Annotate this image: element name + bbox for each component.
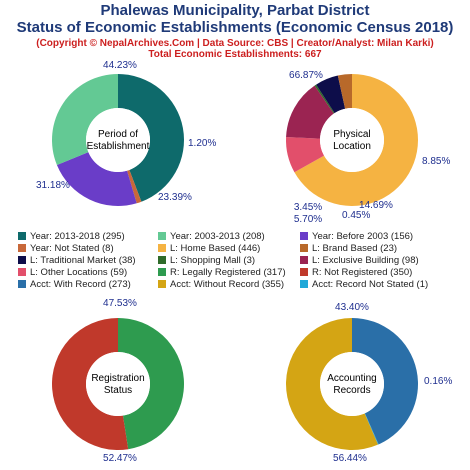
slice-percent-label: 31.18% xyxy=(36,180,70,191)
slice-percent-label: 5.70% xyxy=(294,214,322,225)
legend-label: R: Not Registered (350) xyxy=(312,267,413,278)
legend-label: R: Legally Registered (317) xyxy=(170,267,286,278)
donut-center-label: Physical xyxy=(333,129,370,140)
legend-item: Acct: Record Not Stated (1) xyxy=(300,279,428,290)
legend-label: L: Other Locations (59) xyxy=(30,267,128,278)
donut-slice-2-2 xyxy=(286,137,325,173)
donut-hole xyxy=(86,352,150,416)
slice-percent-label: 0.45% xyxy=(342,210,370,221)
donut-slice-3-2 xyxy=(52,318,129,450)
legend-item: L: Other Locations (59) xyxy=(18,267,127,278)
donut-slice-4-3 xyxy=(285,318,378,450)
legend-label: Year: Not Stated (8) xyxy=(30,243,114,254)
legend-label: Year: Before 2003 (156) xyxy=(312,231,414,242)
donut-center-label: Status xyxy=(104,385,132,396)
chart-title-line1: Phalewas Municipality, Parbat District xyxy=(100,2,370,19)
donut-slice-1-4 xyxy=(51,74,118,166)
slice-percent-label: 3.45% xyxy=(294,202,322,213)
donut-slice-1-2 xyxy=(127,169,142,204)
legend-item: L: Brand Based (23) xyxy=(300,243,397,254)
legend-swatch xyxy=(158,268,166,276)
donut-slice-2-3 xyxy=(286,85,334,139)
legend-item: L: Home Based (446) xyxy=(158,243,260,254)
legend-swatch xyxy=(158,256,166,264)
slice-percent-label: 0.16% xyxy=(424,376,452,387)
legend-swatch xyxy=(18,244,26,252)
slice-percent-label: 1.20% xyxy=(188,138,216,149)
donut-slice-2-5 xyxy=(316,75,346,114)
legend-swatch xyxy=(300,280,308,288)
legend-swatch xyxy=(300,256,308,264)
donut-center-label: Period of xyxy=(98,129,138,140)
legend-item: Acct: Without Record (355) xyxy=(158,279,284,290)
legend-label: L: Shopping Mall (3) xyxy=(170,255,256,266)
slice-percent-label: 8.85% xyxy=(422,156,450,167)
legend-label: L: Brand Based (23) xyxy=(312,243,398,254)
legend-label: Acct: Record Not Stated (1) xyxy=(312,279,429,290)
donut-center-label: Location xyxy=(333,141,371,152)
legend-item: Year: Not Stated (8) xyxy=(18,243,114,254)
legend-item: L: Shopping Mall (3) xyxy=(158,255,255,266)
legend-swatch xyxy=(300,268,308,276)
legend-item: L: Exclusive Building (98) xyxy=(300,255,419,266)
slice-percent-label: 52.47% xyxy=(103,453,137,464)
slice-percent-label: 44.23% xyxy=(103,60,137,71)
legend-swatch xyxy=(158,280,166,288)
legend-label: Acct: Without Record (355) xyxy=(170,279,285,290)
legend-swatch xyxy=(18,280,26,288)
slice-percent-label: 47.53% xyxy=(103,298,137,309)
legend-swatch xyxy=(300,244,308,252)
donut-center-label: Records xyxy=(333,385,370,396)
slice-percent-label: 14.69% xyxy=(359,200,393,211)
donut-slice-2-4 xyxy=(314,84,335,114)
legend-swatch xyxy=(300,232,308,240)
donut-hole xyxy=(320,352,384,416)
legend-item: R: Not Registered (350) xyxy=(300,267,412,278)
donut-center-label: Accounting xyxy=(327,373,376,384)
legend-item: L: Traditional Market (38) xyxy=(18,255,136,266)
chart-title-line2: Status of Economic Establishments (Econo… xyxy=(16,19,454,36)
legend-swatch xyxy=(18,232,26,240)
donut-hole xyxy=(86,108,150,172)
legend-swatch xyxy=(18,268,26,276)
slice-percent-label: 56.44% xyxy=(333,453,367,464)
legend-item: Year: 2013-2018 (295) xyxy=(18,231,125,242)
legend-swatch xyxy=(18,256,26,264)
copyright-credit: (Copyright © NepalArchives.Com | Data So… xyxy=(36,38,434,49)
donut-center-label: Registration xyxy=(91,373,144,384)
legend-item: Year: 2003-2013 (208) xyxy=(158,231,265,242)
donut-slice-3-1 xyxy=(118,318,185,450)
donut-slice-4-2 xyxy=(364,413,379,445)
legend-label: L: Exclusive Building (98) xyxy=(312,255,419,266)
slice-percent-label: 43.40% xyxy=(335,302,369,313)
total-establishments: Total Economic Establishments: 667 xyxy=(148,49,322,60)
donut-slice-1-3 xyxy=(56,152,137,207)
legend-label: L: Traditional Market (38) xyxy=(30,255,136,266)
legend-swatch xyxy=(158,232,166,240)
legend-label: L: Home Based (446) xyxy=(170,243,261,254)
legend-item: Acct: With Record (273) xyxy=(18,279,131,290)
donut-center-label: Establishment xyxy=(87,141,150,152)
legend-label: Acct: With Record (273) xyxy=(30,279,131,290)
donut-hole xyxy=(320,108,384,172)
donut-slice-1-1 xyxy=(118,74,185,202)
slice-percent-label: 23.39% xyxy=(158,192,192,203)
legend-label: Year: 2003-2013 (208) xyxy=(170,231,265,242)
legend-item: R: Legally Registered (317) xyxy=(158,267,286,278)
slice-percent-label: 66.87% xyxy=(289,70,323,81)
legend-item: Year: Before 2003 (156) xyxy=(300,231,413,242)
donut-slice-2-1 xyxy=(294,74,418,206)
legend-label: Year: 2013-2018 (295) xyxy=(30,231,125,242)
donut-slice-4-1 xyxy=(352,318,418,445)
donut-slice-2-6 xyxy=(337,74,352,109)
legend-swatch xyxy=(158,244,166,252)
